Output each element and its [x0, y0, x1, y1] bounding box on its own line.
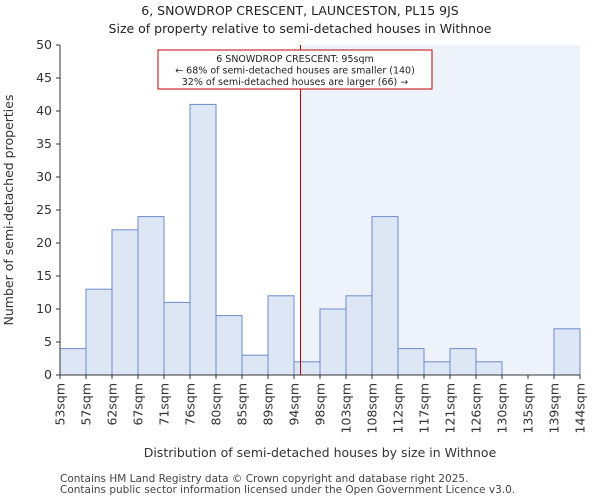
x-tick-label: 144sqm	[573, 383, 588, 433]
bar	[189, 103, 217, 376]
x-tick-label: 135sqm	[521, 383, 536, 433]
y-tick-label: 30	[36, 169, 52, 184]
x-tick-label: 67sqm	[131, 383, 146, 426]
y-tick-label: 10	[36, 301, 52, 316]
x-tick-label: 80sqm	[209, 383, 224, 426]
bar	[137, 216, 165, 376]
bar	[345, 295, 373, 376]
x-tick-label: 98sqm	[313, 383, 328, 426]
x-tick-label: 112sqm	[391, 383, 406, 433]
bar	[215, 315, 243, 376]
y-tick-label: 50	[36, 37, 52, 52]
x-tick-label: 62sqm	[105, 383, 120, 426]
y-tick-label: 40	[36, 103, 52, 118]
bar	[423, 361, 451, 376]
y-tick-label: 45	[36, 70, 52, 85]
x-tick-label: 71sqm	[157, 383, 172, 426]
bar	[319, 308, 347, 376]
x-tick-label: 139sqm	[547, 383, 562, 433]
y-tick-label: 5	[44, 334, 52, 349]
y-axis-label: Number of semi-detached properties	[1, 95, 16, 326]
x-tick-label: 53sqm	[53, 383, 68, 426]
bar	[449, 348, 477, 376]
chart-title: 6, SNOWDROP CRESCENT, LAUNCESTON, PL15 9…	[141, 3, 459, 18]
footer-line-1: Contains HM Land Registry data © Crown c…	[60, 473, 469, 485]
bar	[163, 301, 191, 376]
bar	[553, 328, 581, 376]
bar	[267, 295, 295, 376]
bar	[85, 288, 113, 376]
y-tick-label: 20	[36, 235, 52, 250]
footer-line-2: Contains public sector information licen…	[60, 484, 516, 496]
bar	[111, 229, 139, 376]
x-tick-label: 89sqm	[261, 383, 276, 426]
x-tick-label: 57sqm	[79, 383, 94, 426]
bar	[59, 348, 87, 376]
bar	[475, 361, 503, 376]
bar	[397, 348, 425, 376]
y-tick-label: 0	[44, 367, 52, 382]
x-axis-label: Distribution of semi-detached houses by …	[144, 445, 497, 460]
x-tick-label: 117sqm	[417, 383, 432, 433]
x-tick-label: 103sqm	[339, 383, 354, 433]
annotation-line: ← 68% of semi-detached houses are smalle…	[175, 66, 415, 77]
bar	[241, 354, 269, 376]
y-tick-label: 25	[36, 202, 52, 217]
chart-subtitle: Size of property relative to semi-detach…	[108, 21, 492, 36]
x-tick-label: 76sqm	[183, 383, 198, 426]
y-tick-label: 35	[36, 136, 52, 151]
bar	[293, 361, 321, 376]
x-tick-label: 130sqm	[495, 383, 510, 433]
x-tick-label: 94sqm	[287, 383, 302, 426]
x-tick-label: 126sqm	[469, 383, 484, 433]
x-tick-label: 121sqm	[443, 383, 458, 433]
annotation-line: 32% of semi-detached houses are larger (…	[182, 77, 409, 88]
annotation-box	[157, 49, 433, 90]
bar	[371, 216, 399, 376]
y-tick-label: 15	[36, 268, 52, 283]
annotation-line: 6 SNOWDROP CRESCENT: 95sqm	[216, 54, 374, 65]
x-tick-label: 85sqm	[235, 383, 250, 426]
x-tick-label: 108sqm	[365, 383, 380, 433]
